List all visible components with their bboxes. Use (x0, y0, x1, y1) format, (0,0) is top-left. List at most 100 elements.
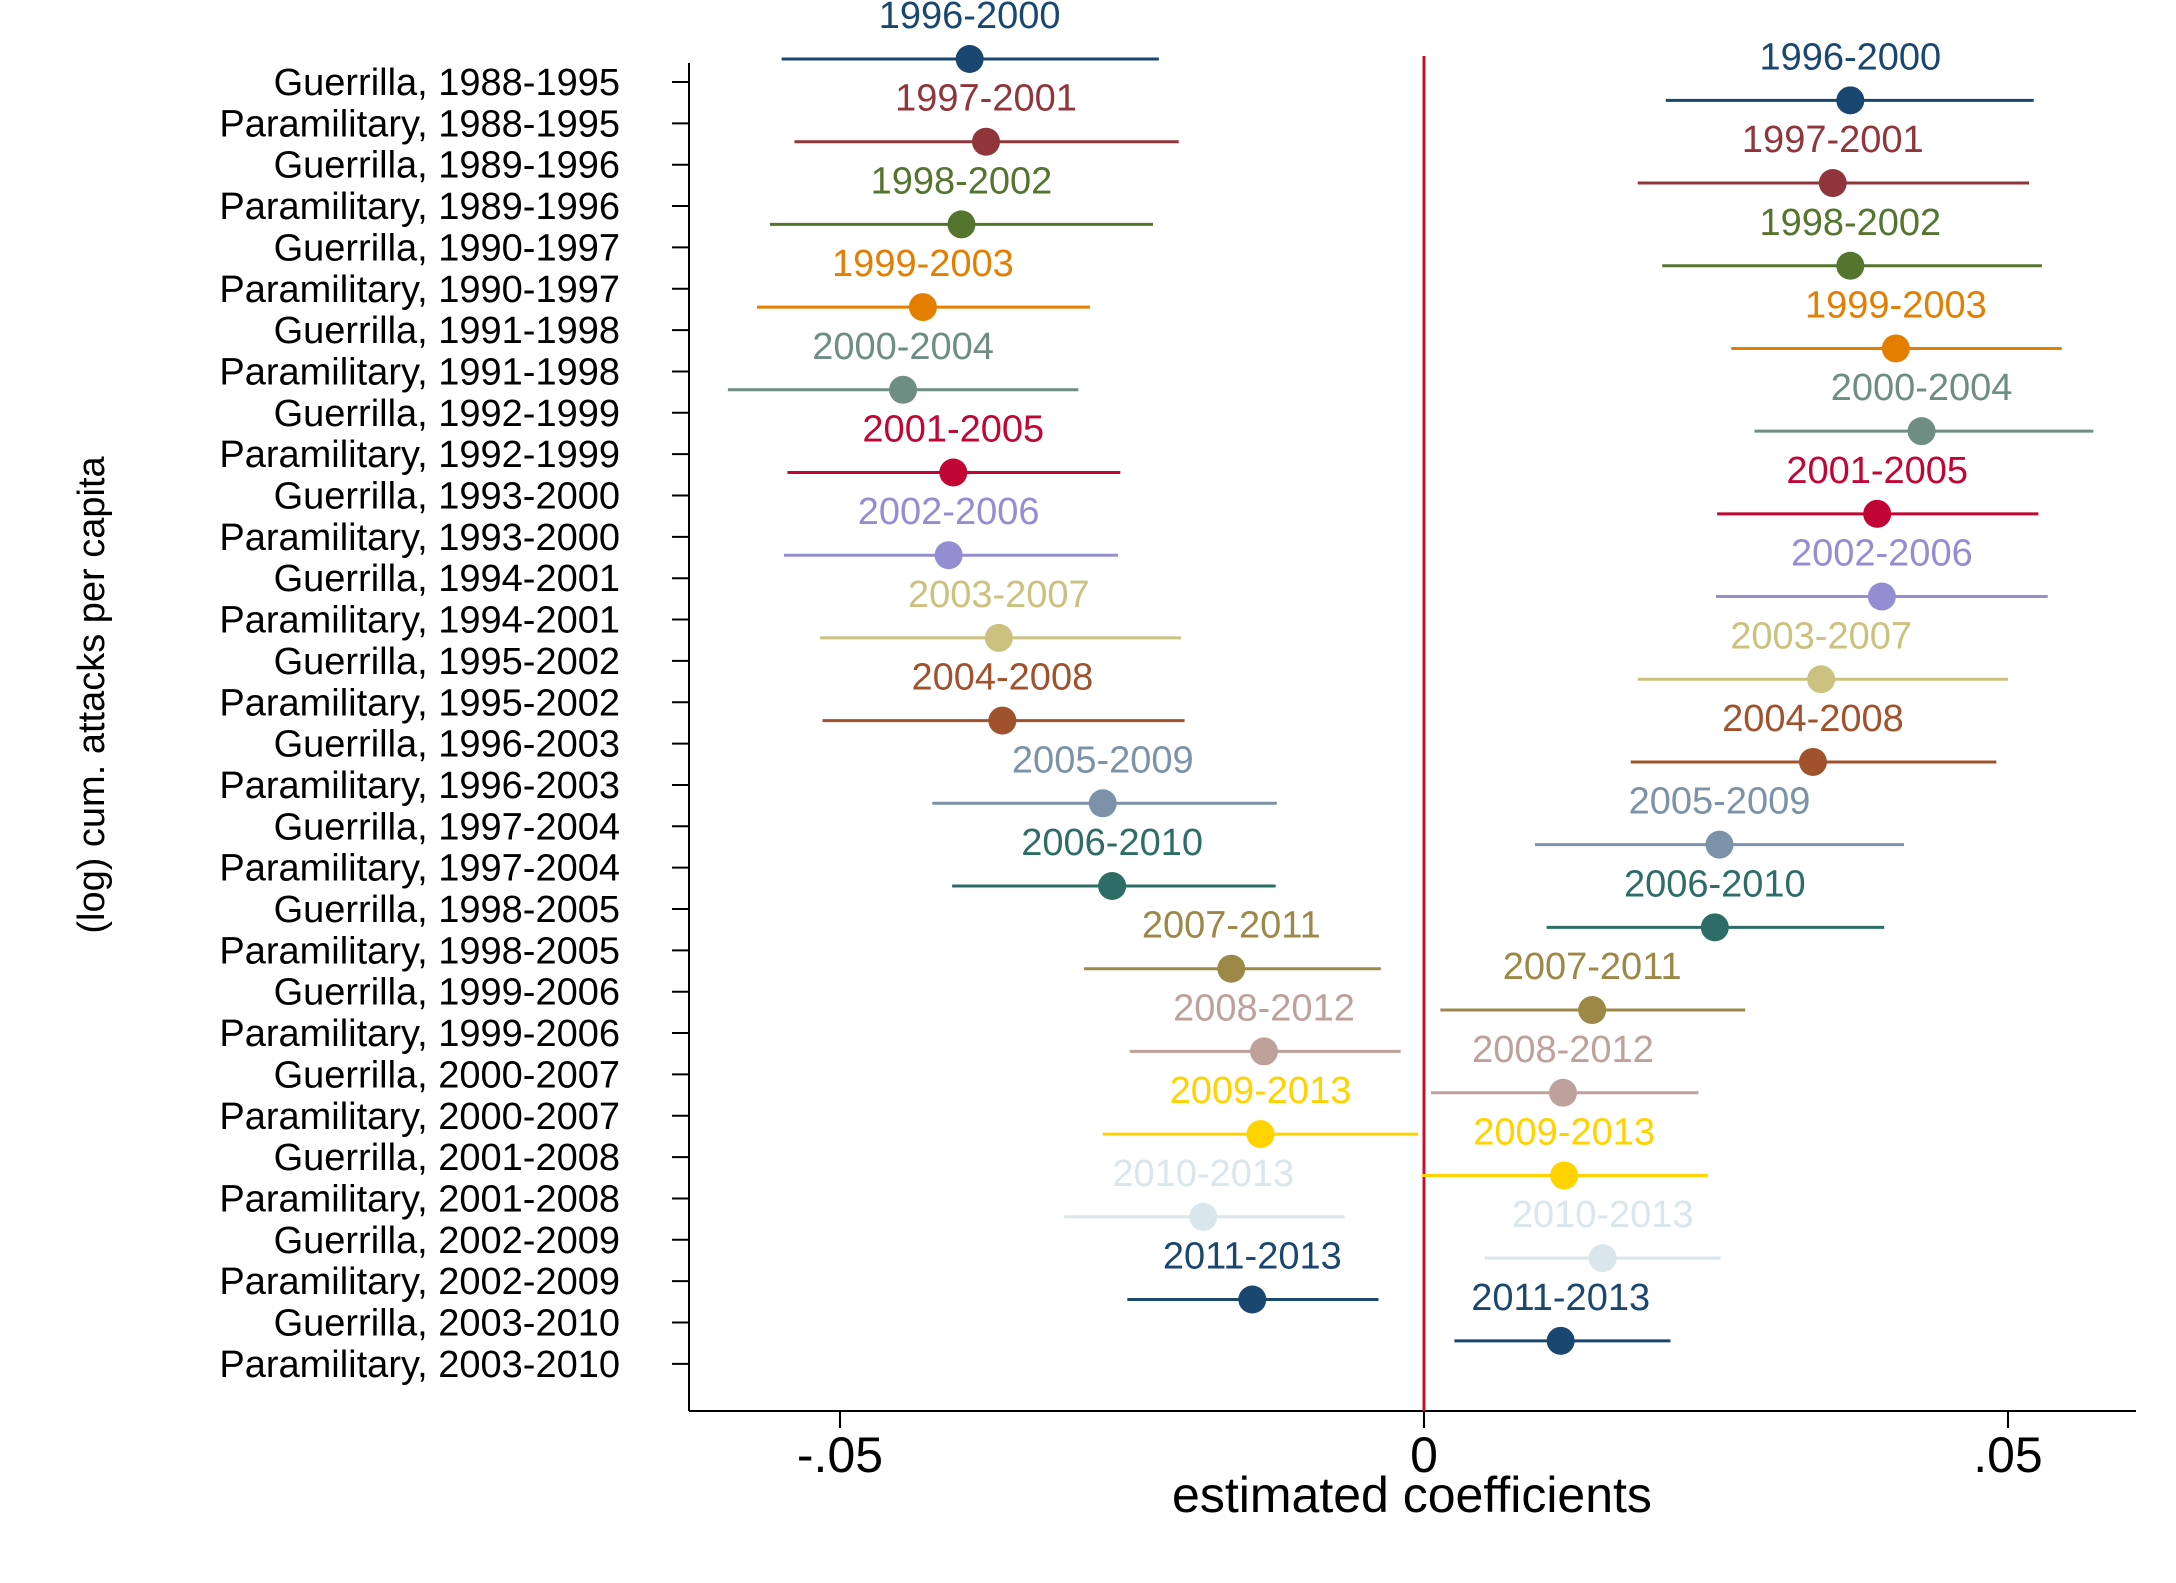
series-2000-2004: 2000-2004 2000-2004 (727, 326, 2094, 446)
point-estimate (1863, 499, 1892, 528)
y-tick-label: Paramilitary, 1998-2005 (219, 930, 620, 972)
y-tick-label: Guerrilla, 1996-2003 (274, 724, 620, 766)
point-estimate (1867, 582, 1896, 611)
y-tick-label: Guerrilla, 1992-1999 (274, 393, 620, 435)
y-tick-label: Paramilitary, 1997-2004 (219, 848, 620, 890)
point-estimate (889, 375, 918, 404)
point-label: 1996-2000 (879, 0, 1061, 37)
y-tick-label: Paramilitary, 1992-1999 (219, 434, 620, 476)
y-tick-label: Guerrilla, 1995-2002 (274, 641, 620, 683)
point-label: 2004-2008 (911, 657, 1093, 699)
point-label: 2001-2005 (1786, 450, 1968, 492)
x-ticks: -.05 0 .05 (797, 1411, 2043, 1483)
series-2011-2013: 2011-2013 2011-2013 (1127, 1236, 1671, 1355)
y-tick-label: Paramilitary, 2001-2008 (219, 1178, 620, 1220)
y-tick-label: Paramilitary, 1988-1995 (219, 103, 620, 145)
point-estimate (1881, 334, 1910, 363)
point-label: 2011-2013 (1471, 1277, 1650, 1319)
point-estimate (1546, 1326, 1575, 1355)
point-estimate (1578, 996, 1607, 1025)
y-tick-label: Paramilitary, 1991-1998 (219, 351, 620, 393)
point-estimate (1907, 417, 1936, 446)
y-axis-title: (log) cum. attacks per capita (71, 455, 113, 933)
x-tick-label: 0 (1410, 1427, 1438, 1483)
y-tick-label: Paramilitary, 2002-2009 (219, 1261, 620, 1303)
series-2004-2008: 2004-2008 2004-2008 (822, 657, 1997, 776)
point-label: 2005-2009 (1629, 781, 1811, 823)
series-2003-2007: 2003-2007 2003-2007 (820, 574, 2008, 694)
point-label: 1998-2002 (1759, 202, 1941, 244)
point-label: 2011-2013 (1163, 1236, 1342, 1278)
point-label: 2003-2007 (908, 574, 1090, 616)
point-label: 2005-2009 (1012, 739, 1194, 781)
point-estimate (947, 210, 976, 239)
x-tick-label: -.05 (797, 1427, 883, 1483)
point-estimate (1217, 954, 1246, 983)
point-estimate (955, 45, 984, 73)
point-label: 1998-2002 (871, 160, 1053, 202)
point-estimate (939, 458, 968, 487)
point-estimate (1818, 169, 1847, 198)
point-label: 1999-2003 (832, 243, 1014, 285)
point-label: 1997-2001 (895, 78, 1077, 120)
series-2001-2005: 2001-2005 2001-2005 (787, 409, 2039, 528)
point-label: 2010-2013 (1512, 1194, 1694, 1236)
point-label: 2002-2006 (1791, 533, 1973, 575)
point-label: 2002-2006 (858, 491, 1040, 533)
series-2008-2012: 2008-2012 2008-2012 (1129, 987, 1699, 1107)
y-tick-label: Guerrilla, 1994-2001 (274, 558, 620, 600)
series-2002-2006: 2002-2006 2002-2006 (783, 491, 2048, 611)
point-estimate (1705, 830, 1734, 859)
point-estimate (972, 127, 1000, 156)
series-2009-2013: 2009-2013 2009-2013 (1102, 1070, 1708, 1190)
point-label: 2003-2007 (1730, 615, 1912, 657)
y-tick-label: Guerrilla, 2001-2008 (274, 1137, 620, 1179)
series-1999-2003: 1999-2003 1999-2003 (757, 243, 2062, 363)
point-label: 2007-2011 (1142, 905, 1321, 947)
point-label: 2006-2010 (1021, 822, 1203, 864)
axes (688, 63, 2136, 1412)
point-estimate (988, 706, 1017, 735)
point-estimate (1836, 251, 1865, 280)
series-2006-2010: 2006-2010 2006-2010 (952, 822, 1885, 942)
point-estimate (1807, 665, 1836, 694)
x-axis-title: estimated coefficients (1172, 1467, 1652, 1523)
y-tick-label: Paramilitary, 1989-1996 (219, 186, 620, 228)
y-tick-label: Paramilitary, 1996-2003 (219, 765, 620, 807)
point-label: 1996-2000 (1759, 36, 1941, 78)
point-estimate (1588, 1244, 1617, 1273)
point-estimate (1098, 872, 1127, 900)
point-estimate (1238, 1285, 1267, 1314)
y-tick-label: Guerrilla, 1988-1995 (274, 62, 620, 104)
series-1998-2002: 1998-2002 1998-2002 (769, 160, 2042, 280)
y-tick-label: Paramilitary, 1990-1997 (219, 269, 620, 311)
point-label: 2009-2013 (1170, 1070, 1352, 1112)
series-1997-2001: 1997-2001 1997-2001 (794, 78, 2030, 198)
y-tick-label: Paramilitary, 1999-2006 (219, 1013, 620, 1055)
point-label: 2008-2012 (1173, 987, 1355, 1029)
x-tick-label: .05 (1973, 1427, 2043, 1483)
y-tick-label: Guerrilla, 1998-2005 (274, 889, 620, 931)
point-estimate (1548, 1078, 1577, 1107)
y-tick-label: Paramilitary, 1993-2000 (219, 517, 620, 559)
point-estimate (1550, 1161, 1579, 1190)
y-tick-label: Guerrilla, 1993-2000 (274, 476, 620, 518)
point-label: 2007-2011 (1503, 946, 1682, 988)
point-estimate (934, 541, 963, 570)
point-label: 1997-2001 (1742, 119, 1924, 161)
point-label: 2000-2004 (812, 326, 994, 368)
point-label: 2001-2005 (862, 409, 1044, 451)
y-tick-label: Guerrilla, 1991-1998 (274, 310, 620, 352)
y-tick-label: Paramilitary, 2000-2007 (219, 1096, 620, 1138)
series-2005-2009: 2005-2009 2005-2009 (932, 739, 1905, 859)
point-estimate (984, 623, 1013, 652)
y-tick-label: Paramilitary, 1995-2002 (219, 682, 620, 724)
y-tick-label: Guerrilla, 2000-2007 (274, 1054, 620, 1096)
point-label: 2000-2004 (1831, 367, 2013, 409)
y-tick-label: Guerrilla, 1999-2006 (274, 972, 620, 1014)
y-ticks (672, 81, 689, 1365)
y-tick-label: Paramilitary, 1994-2001 (219, 600, 620, 642)
series-2007-2011: 2007-2011 2007-2011 (1084, 905, 1746, 1025)
